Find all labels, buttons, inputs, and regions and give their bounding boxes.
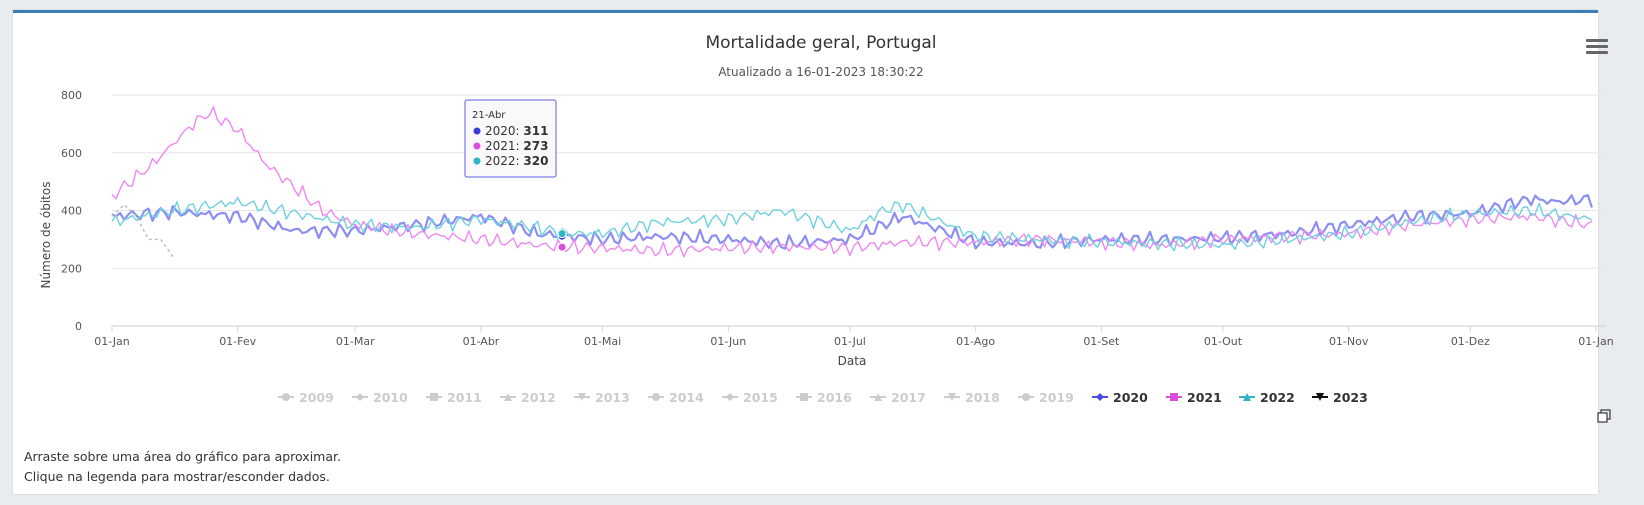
x-tick-label: 01-Fev [219, 335, 256, 348]
legend-marker-icon [1243, 393, 1251, 401]
x-tick-label: 01-Mai [584, 335, 621, 348]
help-line-legend: Clique na legenda para mostrar/esconder … [24, 469, 330, 484]
tooltip-row: 2020: 311 [485, 124, 548, 138]
series-line-2020[interactable] [111, 194, 1593, 250]
chart-title: Mortalidade geral, Portugal [705, 33, 936, 53]
legend-label: 2012 [521, 390, 556, 405]
series-layer [111, 106, 1593, 258]
tooltip-row: 2021: 273 [485, 139, 548, 153]
legend-marker-icon [1096, 393, 1104, 401]
series-line-2021[interactable] [111, 106, 1593, 258]
legend-label: 2016 [817, 390, 852, 405]
legend-item-2013[interactable]: 2013 [574, 390, 630, 405]
tooltip-date: 21-Abr [472, 110, 506, 121]
hover-marker [557, 242, 567, 252]
legend-label: 2014 [669, 390, 704, 405]
menu-bar-icon [1586, 39, 1608, 42]
chart-menu-button[interactable] [1586, 39, 1608, 57]
legend-item-2017[interactable]: 2017 [870, 390, 926, 405]
tooltip-dot [473, 157, 481, 165]
tooltip-row: 2022: 320 [485, 154, 548, 168]
tooltip-dot [473, 142, 481, 150]
x-tick-label: 01-Mar [336, 335, 375, 348]
legend-label: 2020 [1113, 390, 1148, 405]
y-tick-label: 400 [61, 205, 82, 218]
series-line-2022[interactable] [111, 196, 1593, 252]
legend-label: 2018 [965, 390, 1000, 405]
legend-item-2020[interactable]: 2020 [1092, 390, 1148, 405]
legend-marker-icon [1316, 393, 1324, 401]
legend-label: 2011 [447, 390, 482, 405]
x-tick-label: 01-Jun [710, 335, 746, 348]
page-top-strip [0, 0, 1644, 10]
x-tick-label: 01-Nov [1329, 335, 1369, 348]
legend-item-2015[interactable]: 2015 [722, 390, 778, 405]
grid-lines [112, 94, 1606, 327]
legend-marker-icon [430, 393, 438, 401]
x-tick-label: 01-Jan [94, 335, 130, 348]
y-tick-label: 800 [61, 89, 82, 102]
x-tick-label: 01-Set [1083, 335, 1120, 348]
x-tick-label: 01-Jul [834, 335, 866, 348]
help-line-zoom: Arraste sobre uma área do gráfico para a… [24, 449, 341, 464]
x-axis-label: Data [838, 354, 867, 368]
legend-label: 2010 [373, 390, 408, 405]
legend-label: 2015 [743, 390, 778, 405]
series-line-2023[interactable] [111, 203, 174, 258]
legend-label: 2021 [1187, 390, 1222, 405]
legend-marker-icon [800, 393, 808, 401]
legend-item-2011[interactable]: 2011 [426, 390, 482, 405]
legend-marker-icon [874, 393, 882, 401]
tooltip-box [464, 99, 557, 178]
legend-item-2019[interactable]: 2019 [1018, 390, 1074, 405]
menu-bar-icon [1586, 45, 1608, 48]
tooltip-dot [473, 127, 481, 135]
legend-marker-icon [948, 393, 956, 401]
legend-label: 2023 [1333, 390, 1368, 405]
x-axis-ticks: 01-Jan 01-Fev 01-Mar 01-Abr 01-Mai 01-Jun 01-J… [94, 326, 1614, 348]
legend-marker-icon [652, 393, 660, 401]
x-tick-label: 01-Ago [956, 335, 995, 348]
y-tick-label: 0 [75, 320, 82, 333]
legend-item-2018[interactable]: 2018 [944, 390, 1000, 405]
legend-item-2021[interactable]: 2021 [1166, 390, 1222, 405]
help-text: Arraste sobre uma área do gráfico para a… [24, 447, 341, 487]
legend-marker-icon [1170, 393, 1178, 401]
legend-item-2012[interactable]: 2012 [500, 390, 556, 405]
legend-item-2022[interactable]: 2022 [1239, 390, 1295, 405]
legend-marker-icon [504, 393, 512, 401]
legend-marker-icon [356, 393, 364, 401]
legend-label: 2017 [891, 390, 926, 405]
legend-item-2023[interactable]: 2023 [1312, 390, 1368, 405]
y-axis-ticks: 0 200 400 600 800 [61, 89, 82, 333]
menu-bar-icon [1586, 51, 1608, 54]
chart-card [13, 10, 1598, 494]
y-tick-label: 600 [61, 147, 82, 160]
legend-marker-icon [282, 393, 290, 401]
legend-label: 2019 [1039, 390, 1074, 405]
y-axis-label: Número de óbitos [39, 182, 53, 289]
legend-item-2009[interactable]: 2009 [278, 390, 334, 405]
legend-marker-icon [726, 393, 734, 401]
hover-markers [557, 229, 567, 252]
legend-marker-icon [1022, 393, 1030, 401]
legend-marker-icon [578, 393, 586, 401]
legend-label: 2013 [595, 390, 630, 405]
legend-item-2014[interactable]: 2014 [648, 390, 704, 405]
x-tick-label: 01-Abr [463, 335, 500, 348]
legend-label: 2009 [299, 390, 334, 405]
legend-item-2016[interactable]: 2016 [796, 390, 852, 405]
copy-icon[interactable] [1597, 409, 1611, 423]
legend[interactable]: 2009 2010 2011 2012 2013 2014 2015 2016 2017 2018… [278, 390, 1368, 405]
y-tick-label: 200 [61, 262, 82, 275]
legend-item-2010[interactable]: 2010 [352, 390, 408, 405]
chart-subtitle: Atualizado a 16-01-2023 18:30:22 [718, 65, 923, 79]
hover-marker [557, 229, 567, 239]
x-tick-label: 01-Out [1204, 335, 1243, 348]
x-tick-label: 01-Jan [1578, 335, 1614, 348]
x-tick-label: 01-Dez [1451, 335, 1490, 348]
legend-label: 2022 [1260, 390, 1295, 405]
